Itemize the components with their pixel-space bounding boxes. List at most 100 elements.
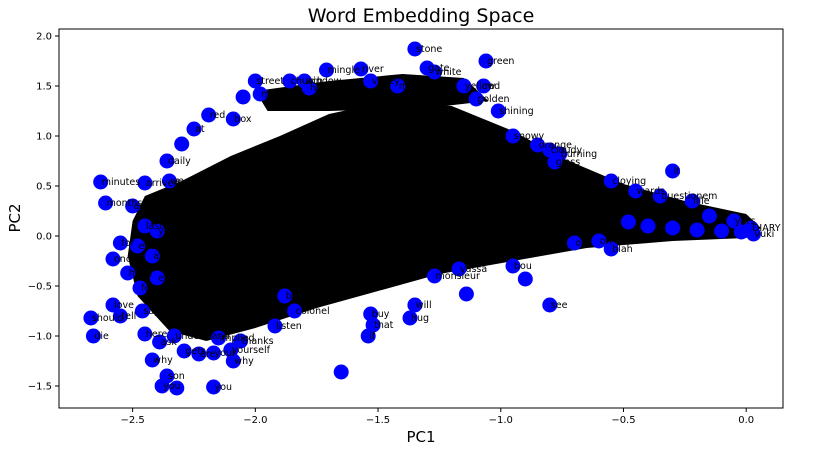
x-tick-label: −2.5 [120, 415, 144, 426]
point-label: minutes [102, 177, 141, 188]
x-axis-label: PC1 [406, 428, 435, 446]
scatter-point [98, 195, 114, 211]
scatter-point [137, 218, 153, 234]
scatter-point [652, 188, 668, 204]
y-axis-ticks: −1.5 −1.0 −0.5 0.0 0.5 1.0 1.5 2.0 [28, 32, 59, 393]
scatter-point [201, 107, 217, 123]
scatter-point [603, 173, 619, 189]
point-label: shining [499, 106, 533, 117]
point-label: stone [416, 44, 443, 55]
scatter-point [402, 310, 418, 326]
point-label: ask [161, 337, 178, 348]
point-label: say [143, 306, 160, 317]
point-label: hope [129, 268, 153, 279]
y-tick-label: 0.0 [36, 232, 52, 243]
scatter-point [174, 136, 190, 152]
point-label: box [234, 114, 252, 125]
x-tick-label: −2.0 [243, 415, 267, 426]
scatter-point [591, 233, 607, 249]
point-label: last [146, 221, 163, 232]
scatter-point [176, 343, 192, 359]
scatter-point [746, 226, 761, 242]
scatter-point [186, 121, 202, 137]
point-label: why [153, 355, 173, 366]
scatter-point [137, 326, 153, 342]
scatter-point [166, 328, 182, 344]
point-label: window [305, 76, 341, 87]
y-axis-label: PC2 [6, 203, 24, 232]
point-label: daily [168, 156, 191, 167]
point-label: son [168, 371, 185, 382]
point-label: tell [121, 311, 136, 322]
scatter-point [134, 303, 150, 319]
scatter-point [287, 303, 303, 319]
scatter-point [665, 163, 681, 179]
point-label: yellow [465, 81, 496, 92]
scatter-point [714, 223, 730, 239]
point-label: why [234, 356, 254, 367]
scatter-point [233, 333, 249, 349]
scatter-point [726, 213, 742, 229]
point-label: ever [158, 273, 179, 284]
scatter-point [105, 251, 121, 267]
scatter-point [105, 297, 121, 313]
point-label: for [121, 238, 134, 249]
point-label: ended [139, 241, 169, 252]
scatter-point [542, 297, 558, 313]
scatter-point [517, 271, 533, 287]
scatter-point [427, 268, 442, 284]
scatter-point [85, 328, 101, 344]
point-label: ore [575, 238, 591, 249]
point-label: lille [693, 196, 710, 207]
point-label: your [215, 348, 236, 359]
scatter-point [247, 73, 263, 89]
point-label: hug [411, 313, 429, 324]
point-label: church [291, 76, 323, 87]
scatter-point [603, 241, 619, 257]
y-tick-label: 1.5 [36, 82, 52, 93]
scatter-point [144, 248, 160, 264]
scatter-point [211, 330, 226, 346]
scatter-point [130, 238, 145, 254]
scatter-point [530, 137, 546, 153]
scatter-point [235, 89, 251, 105]
point-label: red [485, 81, 501, 92]
point-label: monsieur [436, 271, 481, 282]
point-label: snowy [514, 131, 545, 142]
point-label: vuki [755, 229, 775, 240]
scatter-point [83, 310, 99, 326]
point-label: yet [158, 226, 173, 237]
scatter-point [476, 78, 492, 94]
scatter-point [169, 380, 185, 396]
scatter-point [125, 198, 141, 214]
point-label: DIARY [752, 223, 781, 234]
point-label: die [94, 331, 109, 342]
y-tick-label: −0.5 [28, 282, 52, 293]
scatter-point [360, 328, 376, 344]
y-tick-label: −1.5 [28, 382, 52, 393]
point-label: gate [428, 63, 450, 74]
scatter-point [684, 193, 700, 209]
point-label: horizon [310, 83, 345, 94]
scatter-point [149, 270, 165, 286]
point-label: green [487, 56, 514, 67]
scatter-point [277, 288, 293, 304]
y-tick-label: −1.0 [28, 332, 52, 343]
scatter-point [547, 154, 563, 170]
x-tick-label: 0.0 [738, 415, 754, 426]
point-label: oh [600, 236, 612, 247]
cluster-mass [127, 101, 761, 341]
point-label: buddy [286, 291, 316, 302]
scatter-point [468, 91, 484, 107]
plot-frame [58, 28, 784, 409]
point-label: implied [220, 333, 255, 344]
scatter-point [566, 235, 582, 251]
scatter-point [478, 53, 494, 69]
point-label: it [674, 166, 681, 177]
scatter-point [490, 103, 506, 119]
scatter-point [333, 364, 349, 380]
point-label: vassa [460, 264, 487, 275]
point-label: understand [175, 331, 229, 342]
point-label: burning [561, 149, 598, 160]
